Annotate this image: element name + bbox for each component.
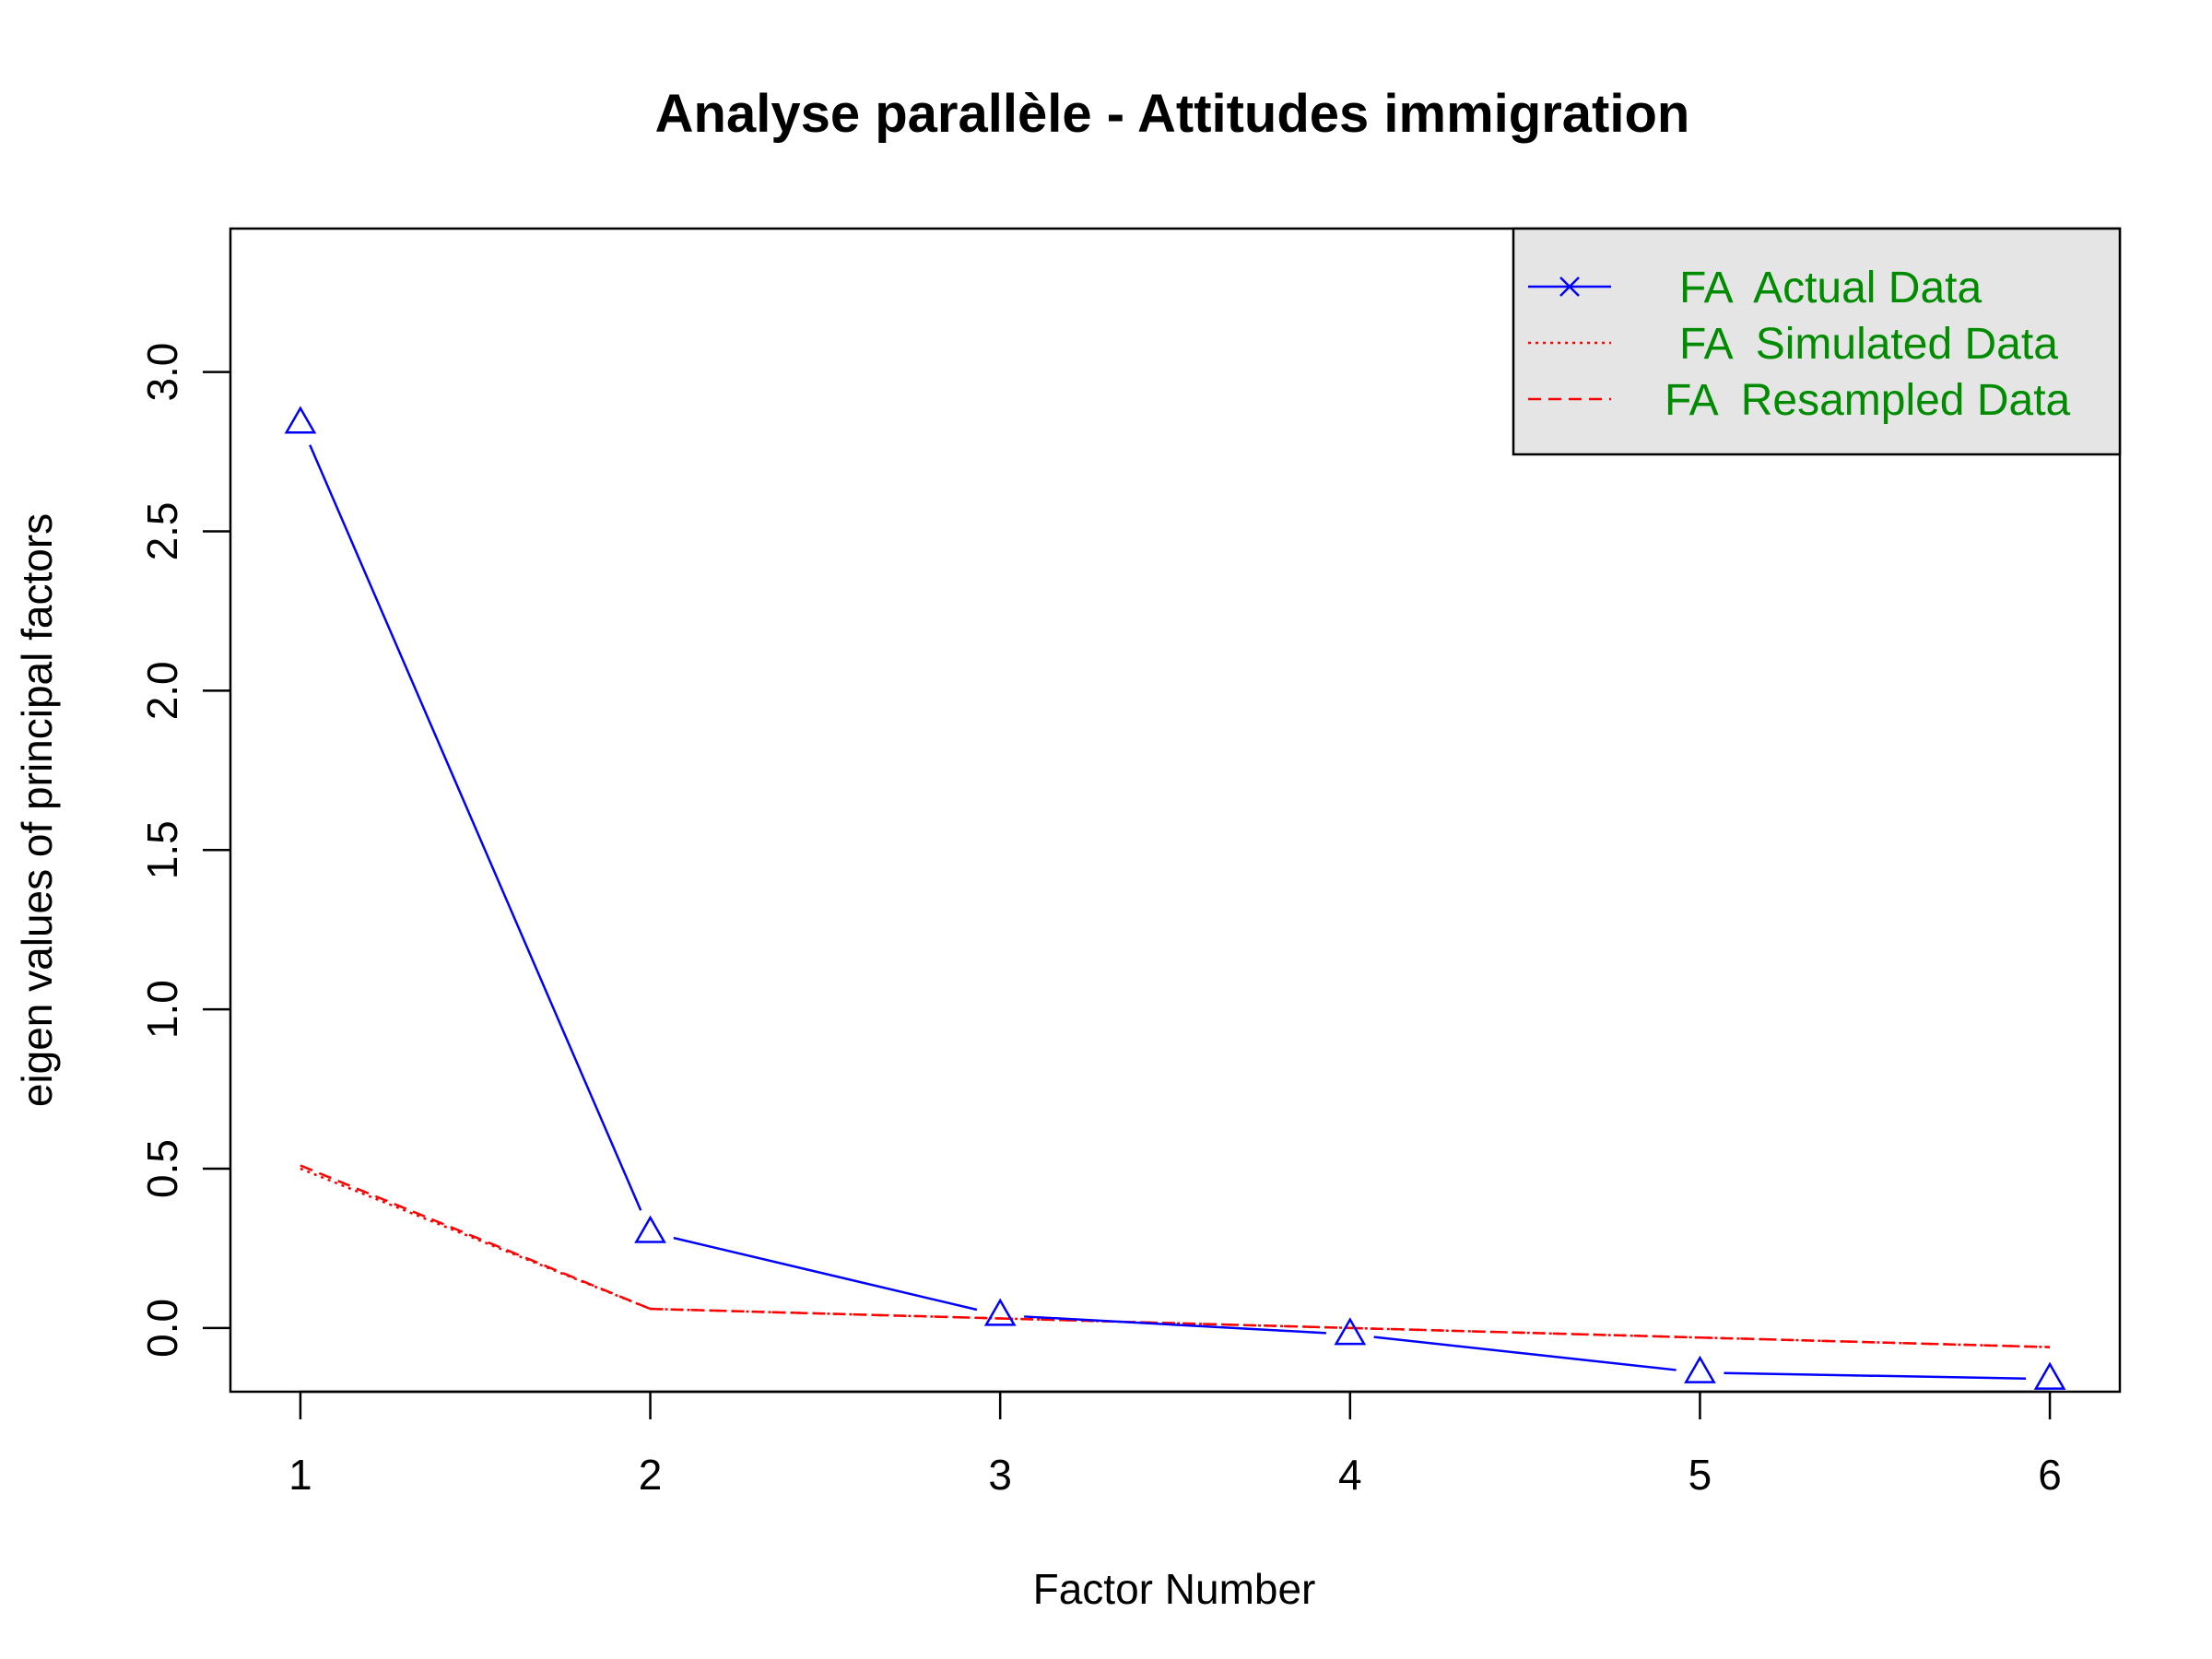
y-tick-label: 0.5: [138, 1139, 186, 1198]
x-tick-label: 6: [2038, 1451, 2062, 1499]
series-segment: [1724, 1371, 2027, 1380]
series-segment: [1024, 1315, 1326, 1335]
y-tick-label: 2.5: [138, 501, 186, 560]
data-point-triangle: [1684, 1355, 1716, 1383]
series-0: [284, 406, 2066, 1390]
series-segment: [1373, 1335, 1677, 1371]
series-1: [300, 1167, 2051, 1348]
y-tick-label: 1.5: [138, 820, 186, 879]
legend-label-2: FA Resampled Data: [1665, 376, 2071, 425]
y-tick-label: 1.0: [138, 980, 186, 1039]
series-segment: [300, 1164, 652, 1311]
x-tick-label: 2: [639, 1451, 663, 1499]
x-tick-label: 1: [288, 1451, 312, 1499]
y-tick-label: 0.0: [138, 1299, 186, 1358]
legend-box: [1512, 227, 2122, 456]
series-layer: [284, 406, 2066, 1390]
series-segment: [1349, 1326, 1700, 1339]
series-segment: [300, 1167, 652, 1311]
data-point-triangle: [2033, 1361, 2066, 1390]
x-tick-label: 5: [1688, 1451, 1712, 1499]
series-segment: [1000, 1317, 1350, 1330]
data-point-triangle: [1334, 1317, 1367, 1346]
x-axis-label: Factor Number: [1033, 1565, 1316, 1613]
legend: FA Actual Data FA Simulated Data FA Resamp…: [1512, 227, 2122, 456]
y-tick-label: 2.0: [138, 661, 186, 720]
series-2: [300, 1164, 2051, 1348]
series-segment: [673, 1236, 978, 1312]
y-tick-label: 3.0: [138, 343, 186, 402]
legend-label-0: FA Actual Data: [1679, 264, 1983, 312]
axes: 1 2 3 4 5 6 0.0 0.5 1.0 1.5 2.0 2.5 3.0: [138, 343, 2062, 1499]
data-point-triangle: [634, 1215, 666, 1243]
series-segment: [309, 444, 642, 1211]
series-segment: [650, 1307, 1001, 1320]
data-point-triangle: [983, 1298, 1017, 1326]
x-tick-label: 3: [988, 1451, 1012, 1499]
chart-title: Analyse parallèle - Attitudes immigratio…: [655, 84, 1690, 144]
y-axis-label: eigen values of principal factors: [13, 513, 61, 1107]
legend-x-mark: [1559, 276, 1580, 297]
series-segment: [1700, 1335, 2051, 1348]
legend-label-1: FA Simulated Data: [1679, 320, 2058, 369]
x-tick-label: 4: [1338, 1451, 1362, 1499]
data-point-triangle: [284, 406, 317, 434]
